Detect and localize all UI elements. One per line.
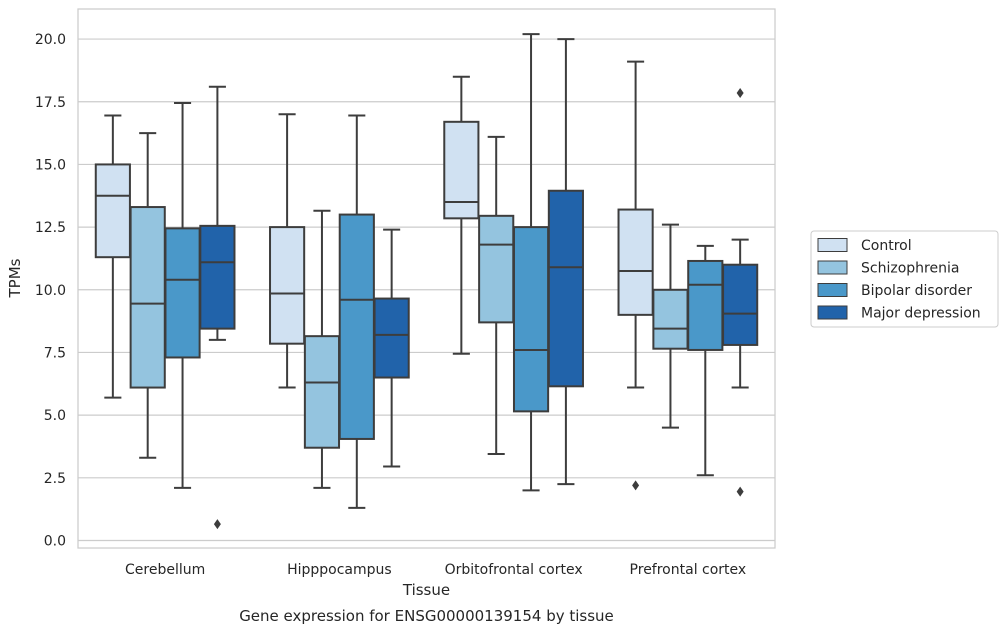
legend-label: Major depression (861, 306, 981, 322)
x-axis-label: Tissue (402, 581, 450, 599)
box-group (478, 135, 515, 455)
outlier-marker (736, 87, 744, 98)
box (164, 227, 201, 359)
chart-title: Gene expression for ENSG00000139154 by t… (239, 607, 614, 625)
box (547, 189, 584, 388)
box-group (722, 87, 759, 497)
legend-label: Bipolar disorder (861, 283, 972, 299)
box-group (338, 114, 375, 509)
box (269, 226, 306, 345)
y-tick-label: 17.5 (35, 95, 66, 111)
x-tick-labels: Cerebellum Hipppocampus Orbitofrontal cort… (125, 562, 746, 578)
x-tick-label: Orbitofrontal cortex (445, 562, 583, 578)
legend-swatch (817, 260, 848, 275)
box-group (687, 244, 724, 477)
box-group (617, 60, 654, 491)
box-group (199, 85, 236, 530)
plot-frame (77, 8, 776, 549)
box (129, 206, 166, 389)
box-series (94, 33, 759, 530)
outlier-marker (736, 486, 744, 497)
x-tick-label: Hipppocampus (287, 562, 392, 578)
x-tick-label: Prefrontal cortex (630, 562, 747, 578)
box (687, 259, 724, 351)
y-tick-label: 12.5 (35, 220, 66, 236)
box (478, 214, 515, 324)
y-tick-label: 7.5 (44, 345, 66, 361)
x-tick-label: Cerebellum (125, 562, 205, 578)
legend-item: Control (817, 238, 912, 254)
y-tick-label: 15.0 (35, 157, 66, 173)
outlier-marker (213, 519, 221, 530)
legend-item: Bipolar disorder (817, 283, 972, 299)
legend-swatch (817, 283, 848, 297)
y-tick-label: 2.5 (44, 471, 66, 487)
legend-frame (810, 230, 999, 328)
box (617, 208, 654, 316)
legend-swatch (817, 305, 848, 320)
y-tick-labels: 0.0 2.5 5.0 7.5 10.0 12.5 15.0 17.5 20.0 (35, 32, 66, 549)
box (199, 224, 236, 330)
y-axis-label: TPMs (6, 258, 24, 298)
box (443, 120, 480, 220)
box-group (164, 102, 201, 489)
box-group (94, 114, 131, 399)
box (94, 163, 131, 259)
legend-label: Control (861, 238, 912, 254)
box-group (547, 38, 584, 486)
legend-label: Schizophrenia (861, 261, 959, 277)
outlier-marker (632, 480, 640, 491)
box (722, 263, 759, 346)
box (373, 297, 410, 379)
box (338, 213, 375, 440)
box-group (303, 209, 341, 489)
legend: Control Schizophrenia Bipolar disorder Majo… (810, 230, 999, 328)
legend-item: Major depression (817, 305, 981, 322)
box-group (652, 223, 689, 429)
box-group (443, 75, 480, 355)
y-tick-label: 5.0 (44, 408, 66, 424)
y-tick-label: 10.0 (35, 283, 66, 299)
box (512, 226, 550, 413)
box (303, 335, 341, 449)
legend-swatch (817, 238, 848, 252)
box (652, 288, 689, 350)
legend-item: Schizophrenia (817, 260, 959, 277)
y-tick-label: 0.0 (44, 533, 66, 549)
y-tick-label: 20.0 (35, 32, 66, 48)
box-group (373, 228, 410, 468)
box-group (269, 113, 306, 389)
box-group (512, 33, 550, 492)
